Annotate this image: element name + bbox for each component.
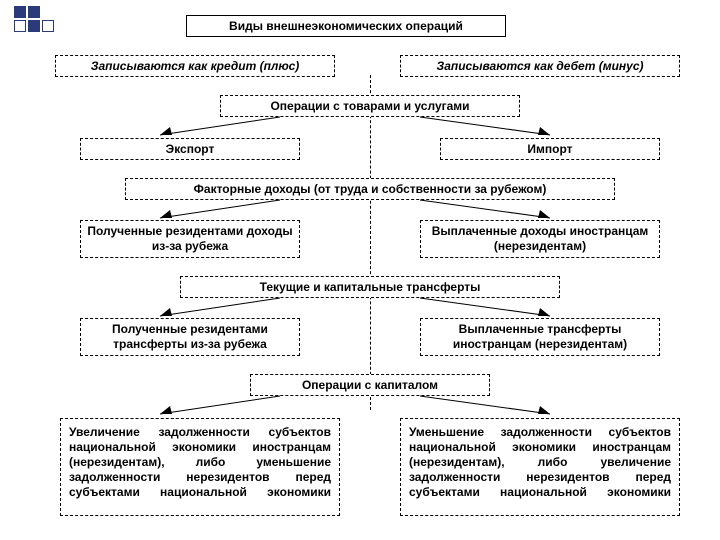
deco-square-1 [14,6,26,18]
arrow-capital-right [420,396,620,418]
capital-left-box: Увеличение задолженности субъектов нацио… [60,418,340,516]
deco-square-4 [28,20,40,32]
arrow-goods-right [420,117,620,139]
factor-left-box: Полученные резидентами доходы из-за рубе… [80,220,300,258]
factor-box: Факторные доходы (от труда и собственнос… [125,178,615,200]
debit-header: Записываются как дебет (минус) [400,55,680,77]
factor-right-box: Выплаченные доходы иностранцам (нерезиде… [420,220,660,258]
deco-square-2 [14,20,26,32]
arrow-transfers-left [150,298,350,320]
arrow-factor-right [420,200,620,222]
title-box: Виды внешнеэкономических операций [186,15,506,37]
transfers-left-box: Полученные резидентами трансферты из-за … [80,318,300,356]
export-box: Экспорт [80,138,300,160]
capital-right-box: Уменьшение задолженности субъектов нацио… [400,418,680,516]
capital-box: Операции с капиталом [250,374,490,396]
arrow-goods-left [150,117,350,139]
arrow-transfers-right [420,298,620,320]
deco-square-3 [28,6,40,18]
goods-box: Операции с товарами и услугами [220,95,520,117]
transfers-box: Текущие и капитальные трансферты [180,276,560,298]
deco-square-5 [42,20,54,32]
transfers-right-box: Выплаченные трансферты иностранцам (нере… [420,318,660,356]
import-box: Импорт [440,138,660,160]
arrow-capital-left [150,396,350,418]
center-divider [370,75,371,410]
arrow-factor-left [150,200,350,222]
credit-header: Записываются как кредит (плюс) [55,55,335,77]
